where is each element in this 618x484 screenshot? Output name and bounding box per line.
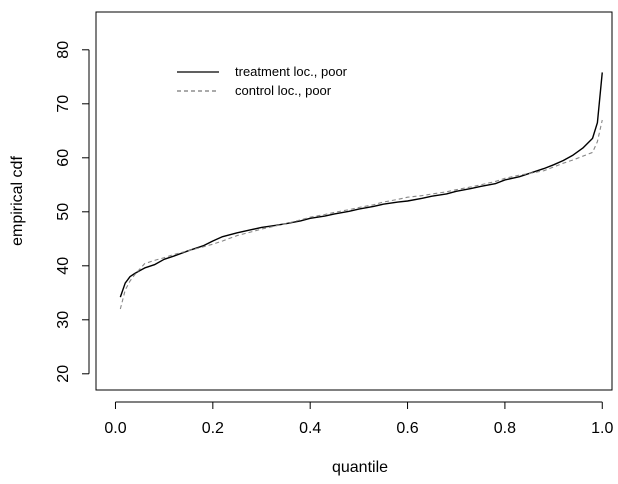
series-line-control [119, 119, 603, 310]
y-tick-label: 30 [55, 311, 72, 329]
legend-label-treatment: treatment loc., poor [235, 64, 348, 79]
y-tick-label: 50 [55, 203, 72, 221]
y-tick-label: 40 [55, 257, 72, 275]
plot-frame [95, 11, 613, 391]
x-axis: 0.0 0.2 0.4 0.6 0.8 1.0 [104, 401, 613, 437]
y-tick-label: 80 [55, 41, 72, 59]
legend-label-control: control loc., poor [235, 83, 332, 98]
x-tick-label: 1.0 [591, 420, 613, 437]
y-tick-label: 20 [55, 365, 72, 383]
y-axis-label: empirical cdf [9, 156, 26, 246]
series-line-treatment [119, 72, 603, 298]
x-tick-label: 0.0 [104, 420, 126, 437]
x-tick-label: 0.2 [202, 420, 224, 437]
legend: treatment loc., poor control loc., poor [177, 64, 348, 98]
y-tick-label: 70 [55, 95, 72, 113]
series-group [119, 72, 603, 310]
x-tick-label: 0.6 [396, 420, 418, 437]
y-axis: 20 30 40 50 60 70 80 [55, 41, 90, 383]
x-tick-label: 0.8 [494, 420, 516, 437]
x-tick-label: 0.4 [299, 420, 321, 437]
x-axis-label: quantile [332, 459, 388, 476]
y-tick-label: 60 [55, 149, 72, 167]
